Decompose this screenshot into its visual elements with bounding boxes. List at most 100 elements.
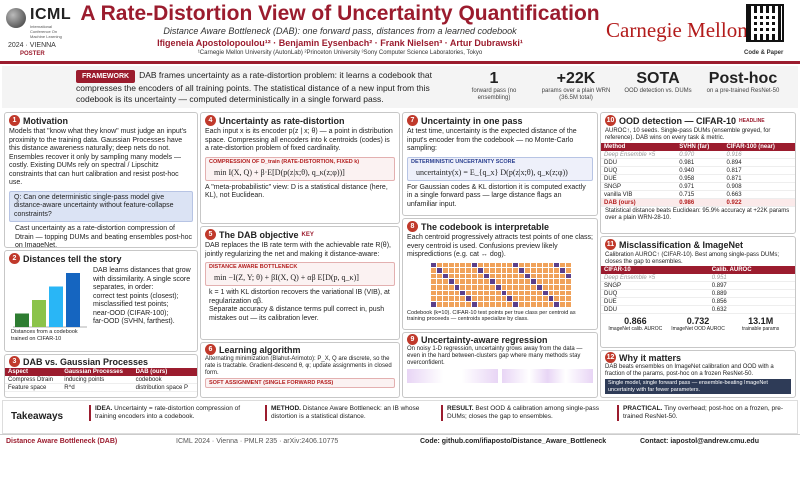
- takeaway-tag: IDEA.: [95, 405, 113, 412]
- table-cell: 0.871: [723, 174, 795, 183]
- section-title: Distances tell the story: [23, 253, 122, 264]
- section-note: Statistical distance beats Euclidean: 95…: [605, 208, 790, 221]
- takeaways-bar: Takeaways IDEA. Uncertainty = rate-disto…: [2, 400, 798, 434]
- heatmap-cell: [466, 279, 472, 284]
- heatmap-cell: [507, 262, 513, 268]
- section-number: 3: [9, 356, 20, 367]
- heatmap-cell: [501, 296, 507, 301]
- table-row: DDU 0.981 0.894: [601, 158, 795, 167]
- heatmap-cell: [525, 290, 530, 296]
- table-cell: 0.632: [708, 305, 795, 314]
- heatmap-cell: [483, 279, 489, 284]
- takeaway-item: IDEA. Uncertainty = rate-distortion comp…: [89, 405, 259, 421]
- section-body: Alternating minimization (Blahut-Arimoto…: [205, 356, 392, 376]
- heatmap-cell: [542, 273, 548, 279]
- table-cell: SNGP: [601, 281, 709, 290]
- stat-desc: on a pre-trained ResNet-50: [706, 88, 780, 94]
- heatmap-cell: [483, 285, 489, 290]
- section-misclassification: 11 Misclassification & ImageNet Calibrati…: [600, 236, 796, 348]
- heatmap-cell: [489, 290, 495, 296]
- table-row: vanilla VIB 0.715 0.663: [601, 190, 795, 199]
- regression-plots: [407, 369, 593, 383]
- heatmap-cell: [495, 296, 501, 301]
- framework-text: DAB frames uncertainty as a rate-distort…: [76, 70, 432, 104]
- heatmap-cell: [460, 268, 466, 273]
- heatmap-cell: [448, 301, 454, 307]
- section-number: 6: [205, 344, 216, 355]
- section-dab-vs-gp: 3 DAB vs. Gaussian Processes Aspect Gaussi…: [4, 354, 198, 398]
- contact-email[interactable]: Contact: iapostol@andrew.cmu.edu: [640, 438, 759, 445]
- heatmap-cell: [489, 273, 495, 279]
- heatmap-cell: [483, 301, 489, 307]
- qr-code-icon[interactable]: [746, 4, 784, 42]
- table-row: Deep Ensemble ×5 0.951: [601, 274, 795, 282]
- formula-box: DISTANCE AWARE BOTTLENECK min −I(Z, Y; θ)…: [205, 262, 395, 286]
- bar-misclassified: [32, 300, 46, 327]
- table-cell: 0.958: [676, 174, 724, 183]
- heatmap-cell: [483, 296, 489, 301]
- bullet: Cast uncertainty as a rate-distortion co…: [15, 225, 193, 248]
- heatmap-cell: [548, 268, 554, 273]
- heatmap-cell: [507, 301, 513, 307]
- table-cell: 0.894: [723, 158, 795, 167]
- metric-value: 13.1M: [748, 316, 774, 326]
- imagenet-metrics: 0.866 ImageNet calib. AUROC 0.732 ImageNet…: [605, 316, 791, 332]
- heatmap-cell: [542, 262, 548, 268]
- section-number: 5: [205, 229, 216, 240]
- table-row: SNGP 0.971 0.908: [601, 182, 795, 191]
- takeaways-label: Takeaways: [11, 411, 64, 422]
- heatmap-cell: [513, 285, 519, 290]
- column-header: Gaussian Processes: [61, 368, 133, 376]
- heatmap-cell: [436, 262, 442, 268]
- metric-label: trainable params: [742, 326, 780, 332]
- chart-caption: Distances from a codebook trained on CIF…: [11, 329, 78, 342]
- heatmap-cell: [560, 285, 566, 290]
- table-cell: 0.897: [708, 281, 795, 290]
- heatmap-cell: [495, 279, 501, 284]
- section-title: Uncertainty in one pass: [421, 115, 523, 126]
- venue: 2024 · VIENNA: [8, 42, 56, 49]
- heatmap-cell: [466, 285, 472, 290]
- section-number: 8: [407, 221, 418, 232]
- table-row: SNGP 0.897: [601, 281, 795, 290]
- metric: 13.1M trainable params: [730, 316, 791, 332]
- section-codebook: 8 The codebook is interpretable Each cent…: [402, 218, 598, 330]
- section-body: Each centroid progressively attracts tes…: [407, 234, 593, 258]
- heatmap-cell: [536, 285, 542, 290]
- section-body: DAB beats ensembles on ImageNet calibrat…: [605, 364, 774, 377]
- code-link[interactable]: Code: github.com/ifiaposto/Distance_Awar…: [420, 438, 607, 445]
- heatmap-cell: [566, 273, 571, 279]
- heatmap-cell: [501, 279, 507, 284]
- heatmap-cell: [460, 301, 466, 307]
- heatmap-cell: [501, 268, 507, 273]
- heatmap-cell: [554, 273, 560, 279]
- stat-3: SOTA OOD detection vs. DUMs: [620, 70, 696, 95]
- heatmap-cell: [560, 301, 566, 307]
- heatmap-cell: [478, 296, 483, 301]
- heatmap-cell: [519, 262, 524, 268]
- heatmap-cell: [478, 290, 483, 296]
- framework-tag: FRAMEWORK: [76, 70, 136, 83]
- heatmap-cell: [513, 296, 519, 301]
- stat-desc: params over a plain WRN (36.5M total): [541, 88, 611, 101]
- heatmap-cell: [460, 273, 466, 279]
- heatmap-cell: [530, 273, 536, 279]
- heatmap-cell: [478, 301, 483, 307]
- heatmap-cell: [542, 268, 548, 273]
- heatmap-cell: [548, 279, 554, 284]
- icml-logo-icon: [6, 8, 26, 28]
- metric: 0.866 ImageNet calib. AUROC: [605, 316, 666, 332]
- heatmap-cell: [507, 279, 513, 284]
- heatmap-cell: [454, 301, 460, 307]
- section-number: 10: [605, 115, 616, 126]
- takeaway-item: RESULT. Best OOD & calibration among sin…: [441, 405, 611, 421]
- heatmap-cell: [530, 285, 536, 290]
- heatmap-cell: [548, 290, 554, 296]
- takeaway-tag: METHOD.: [271, 405, 301, 412]
- heatmap-cell: [542, 279, 548, 284]
- stat-2: +22K params over a plain WRN (36.5M total…: [538, 70, 614, 102]
- stat-desc: forward pass (no ensembling): [471, 88, 517, 101]
- footer-venue: ICML 2024 · Vienna · PMLR 235 · arXiv:24…: [176, 438, 339, 445]
- heatmap-cell: [501, 301, 507, 307]
- heatmap-cell: [436, 273, 442, 279]
